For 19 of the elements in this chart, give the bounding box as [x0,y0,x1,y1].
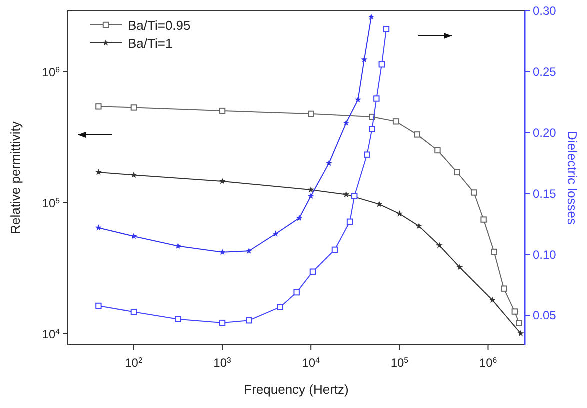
x-tick-label: 10$^{3}$ [214,356,232,370]
x-axis-title: Frequency (Hertz) [244,382,349,397]
y2-axis-title: Dielectric losses [565,131,580,226]
y-tick-label: 10$^{4}$ [42,327,61,342]
y-tick-label: 10$^{5}$ [42,196,61,211]
y2-tick-label: 0.25 [533,64,557,79]
y-tick-label: 10$^{6}$ [42,65,60,80]
y2-tick-label: 0.10 [533,248,557,262]
y2-tick-label: 0.20 [533,126,557,140]
y2-tick-label: 0.05 [533,308,557,323]
x-tick-label: 10$^{4}$ [302,356,321,370]
legend-label: Ba/Ti=1 [128,36,173,51]
x-tick-label: 10$^{6}$ [479,356,498,370]
y2-tick-label: 0.30 [533,4,557,18]
x-tick-label: 10$^{2}$ [125,356,143,370]
y2-tick-label: 0.15 [533,186,557,201]
x-tick-label: 10$^{5}$ [390,356,410,370]
y-axis-title: Relative permittivity [8,121,23,234]
legend-label: Ba/Ti=0.95 [128,18,191,33]
